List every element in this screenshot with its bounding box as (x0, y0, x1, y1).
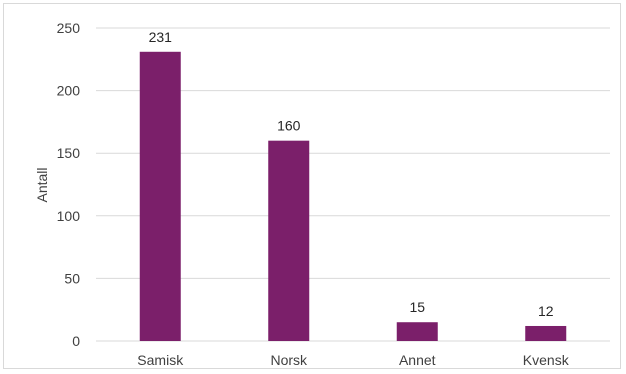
x-tick-label: Kvensk (523, 352, 570, 368)
y-tick-label: 150 (57, 145, 81, 161)
x-tick-label: Norsk (270, 352, 308, 368)
bars (139, 51, 567, 342)
gridlines (96, 27, 610, 342)
data-label: 160 (277, 118, 301, 134)
bar-norsk (268, 140, 310, 341)
y-tick-label: 50 (64, 270, 80, 286)
data-labels: 231 160 15 12 (149, 29, 554, 319)
bar-samisk (139, 51, 181, 342)
y-tick-label: 250 (57, 20, 81, 36)
y-tick-label: 100 (57, 208, 81, 224)
x-tick-label: Samisk (137, 352, 184, 368)
y-tick-labels: 0 50 100 150 200 250 (57, 20, 81, 349)
x-tick-label: Annet (399, 352, 436, 368)
y-tick-label: 0 (72, 333, 80, 349)
y-tick-label: 200 (57, 83, 81, 99)
y-axis-title: Antall (34, 167, 50, 202)
x-tick-labels: Samisk Norsk Annet Kvensk (137, 352, 569, 368)
bar-annet (396, 322, 438, 341)
data-label: 12 (538, 303, 554, 319)
bar-kvensk (525, 325, 567, 341)
chart-frame (3, 3, 621, 369)
data-label: 15 (409, 299, 425, 315)
data-label: 231 (149, 29, 173, 45)
